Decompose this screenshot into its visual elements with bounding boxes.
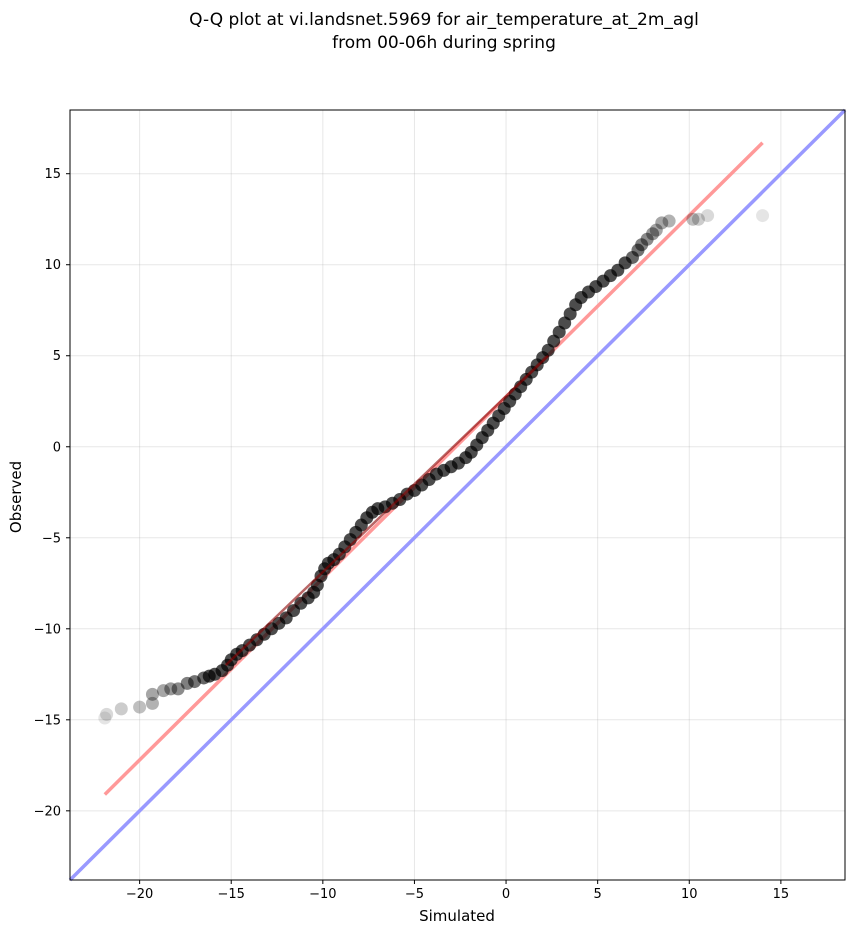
scatter-points: [98, 209, 770, 725]
x-tick-label: 10: [681, 887, 698, 902]
data-point: [691, 212, 705, 226]
data-point: [646, 227, 660, 241]
x-axis-ticks: −20 −15 −10 −5 0 5 10 15: [126, 880, 789, 902]
y-tick-label: 0: [53, 440, 61, 455]
data-point: [640, 232, 654, 246]
data-point: [649, 223, 663, 237]
data-point: [635, 238, 649, 252]
y-tick-label: 10: [44, 258, 61, 273]
x-axis-label: Simulated: [419, 907, 495, 925]
y-tick-label: −10: [34, 622, 61, 637]
y-tick-label: 5: [53, 349, 61, 364]
y-tick-label: −15: [34, 713, 61, 728]
data-point: [655, 216, 669, 230]
x-tick-label: −10: [309, 887, 336, 902]
y-tick-label: −5: [42, 531, 61, 546]
data-point: [98, 711, 112, 725]
y-axis-label: Observed: [7, 461, 25, 533]
data-point: [145, 687, 159, 701]
data-point: [701, 209, 715, 223]
x-tick-label: 15: [773, 887, 790, 902]
x-tick-label: −5: [405, 887, 424, 902]
x-tick-label: 0: [502, 887, 510, 902]
data-point: [686, 212, 700, 226]
data-point: [156, 684, 170, 698]
data-point: [756, 209, 770, 223]
plot-frame: [69, 109, 846, 881]
series-lines: [68, 108, 847, 882]
data-point: [133, 700, 147, 714]
data-point: [114, 702, 128, 716]
data-point: [164, 682, 178, 696]
fit-line-overlay: [224, 354, 550, 667]
chart-title-line-1: Q-Q plot at vi.landsnet.5969 for air_tem…: [189, 10, 699, 30]
x-tick-label: 5: [594, 887, 602, 902]
x-tick-label: −15: [218, 887, 245, 902]
y-tick-label: 15: [44, 167, 61, 182]
y-tick-label: −20: [34, 804, 61, 819]
data-point: [145, 696, 159, 710]
x-tick-label: −20: [126, 887, 153, 902]
data-point: [662, 214, 676, 228]
y-axis-ticks: −20 −15 −10 −5 0 5 10 15: [34, 167, 70, 819]
chart-title-line-2: from 00-06h during spring: [332, 33, 556, 53]
data-point: [100, 707, 114, 721]
identity-line: [68, 108, 847, 882]
